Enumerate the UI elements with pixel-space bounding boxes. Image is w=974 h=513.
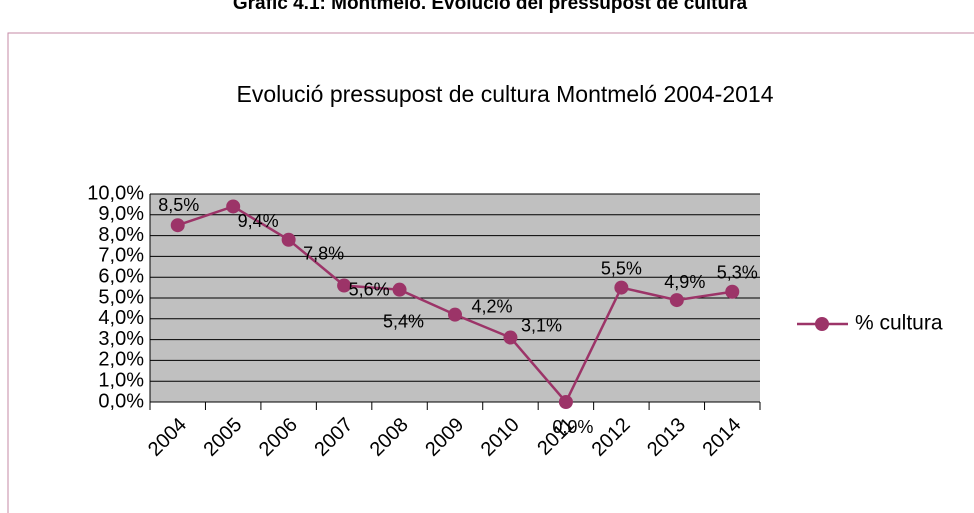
point [226,199,241,214]
data-label: 4,9% [664,272,705,292]
point [503,330,518,345]
y-tick-label: 8,0% [98,224,144,246]
point [170,218,185,233]
y-tick-label: 6,0% [98,265,144,287]
y-tick-label: 2,0% [98,349,144,371]
y-tick-label: 5,0% [98,286,144,308]
y-tick-label: 4,0% [98,307,144,329]
data-label: 7,8% [303,244,344,264]
y-tick-label: 7,0% [98,245,144,267]
y-tick-label: 1,0% [98,369,144,391]
x-tick-label: 2004 [144,414,191,461]
data-label: 4,2% [471,296,512,316]
chart-title: Evolució pressupost de cultura Montmeló … [237,81,774,107]
point [337,278,352,293]
x-tick-label: 2007 [310,414,357,461]
y-tick-label: 0,0% [98,390,144,412]
data-label: 5,6% [349,279,390,299]
chart-frame [7,32,974,513]
data-label: 0,0% [552,417,593,437]
legend-label: % cultura [855,312,943,335]
x-tick-label: 2012 [588,414,635,461]
point [669,293,684,308]
x-tick-label: 2008 [366,414,413,461]
data-label: 9,4% [238,211,279,231]
point [725,284,740,299]
data-label: 3,1% [521,315,562,335]
x-tick-label: 2013 [643,414,690,461]
data-label: 5,4% [383,311,424,331]
data-label: 5,5% [601,258,642,278]
point [392,282,407,297]
y-tick-label: 9,0% [98,203,144,225]
point [558,395,573,409]
x-tick-label: 2006 [255,414,302,461]
y-tick-label: 3,0% [98,328,144,350]
x-tick-label: 2010 [477,414,524,461]
x-tick-label: 2009 [421,414,468,461]
point [614,280,629,295]
point [448,307,462,322]
header: Gràfic 4.1: Montmeló. Evolució del press… [233,0,748,14]
x-tick-label: 2005 [199,414,246,461]
point [281,232,296,247]
x-tick-label: 2014 [699,414,746,461]
y-tick-label: 10,0% [87,182,144,204]
data-label: 8,5% [158,195,199,215]
legend-marker [815,317,829,331]
data-label: 5,3% [717,263,758,283]
